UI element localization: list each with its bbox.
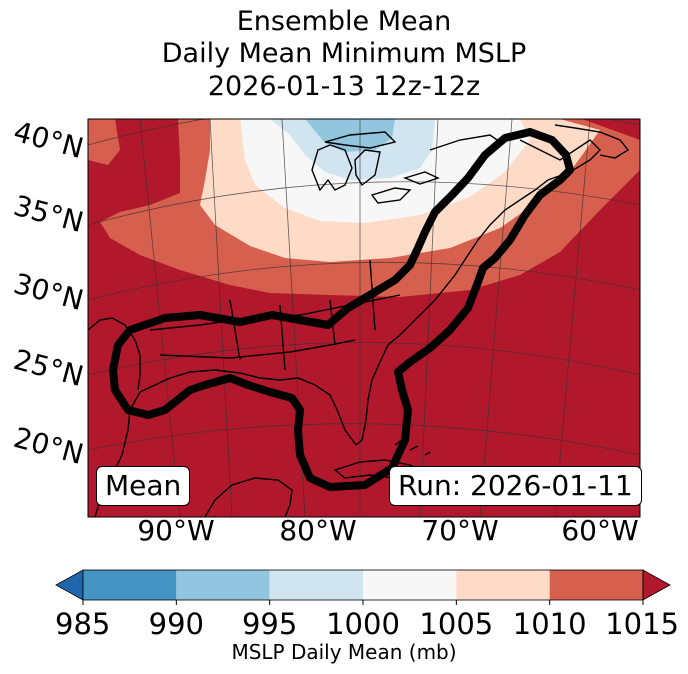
colorbar-tick-label: 1010 — [513, 607, 587, 640]
coastlines — [88, 124, 630, 517]
colorbar-tick-label: 1015 — [605, 607, 679, 640]
colorbar-tick-label: 990 — [149, 607, 204, 640]
colorbar-segments — [55, 569, 671, 601]
lon-label-70w: 70°W — [421, 514, 498, 547]
colorbar-segment — [549, 570, 643, 600]
colorbar-tick-label: 1005 — [419, 607, 493, 640]
latitude-gridlines — [88, 119, 640, 456]
title-line-2: Daily Mean Minimum MSLP — [161, 38, 527, 69]
map-panel: 40°N 35°N 30°N 25°N 20°N 90°W 80°W 70°W … — [10, 115, 641, 547]
highlight-contour — [109, 128, 574, 491]
lat-label-35: 35°N — [10, 189, 87, 239]
colorbar-over-extension — [642, 569, 671, 601]
lat-label-30: 30°N — [10, 267, 87, 317]
colorbar-under-extension — [55, 569, 84, 601]
title-line-1: Ensemble Mean — [236, 6, 452, 37]
colorbar-tick-label: 995 — [242, 607, 297, 640]
colorbar-tick-label: 1000 — [326, 607, 400, 640]
colorbar-segment — [363, 570, 457, 600]
title-line-3: 2026-01-13 12z-12z — [207, 71, 481, 102]
shade-1010-1015-west — [88, 119, 120, 165]
colorbar-segment — [176, 570, 270, 600]
lat-label-20: 20°N — [10, 421, 87, 471]
run-date-label-box: Run: 2026-01-11 — [389, 466, 642, 506]
pressure-field — [88, 119, 640, 517]
lon-label-90w: 90°W — [137, 514, 214, 547]
lon-label-60w: 60°W — [561, 514, 638, 547]
colorbar-tick-label: 985 — [55, 607, 110, 640]
mean-label-box: Mean — [96, 466, 191, 506]
colorbar-segment — [83, 570, 177, 600]
lat-label-40: 40°N — [10, 115, 87, 165]
lat-label-25: 25°N — [10, 343, 87, 393]
map-frame — [87, 118, 641, 518]
lon-label-80w: 80°W — [279, 514, 356, 547]
colorbar: 985 990 995 1000 1005 1010 1015 — [55, 569, 679, 640]
colorbar-segment — [269, 570, 363, 600]
colorbar-label: MSLP Daily Mean (mb) — [231, 640, 457, 664]
colorbar-segment — [456, 570, 550, 600]
colorbar-ticks: 985 990 995 1000 1005 1010 1015 — [55, 600, 679, 640]
